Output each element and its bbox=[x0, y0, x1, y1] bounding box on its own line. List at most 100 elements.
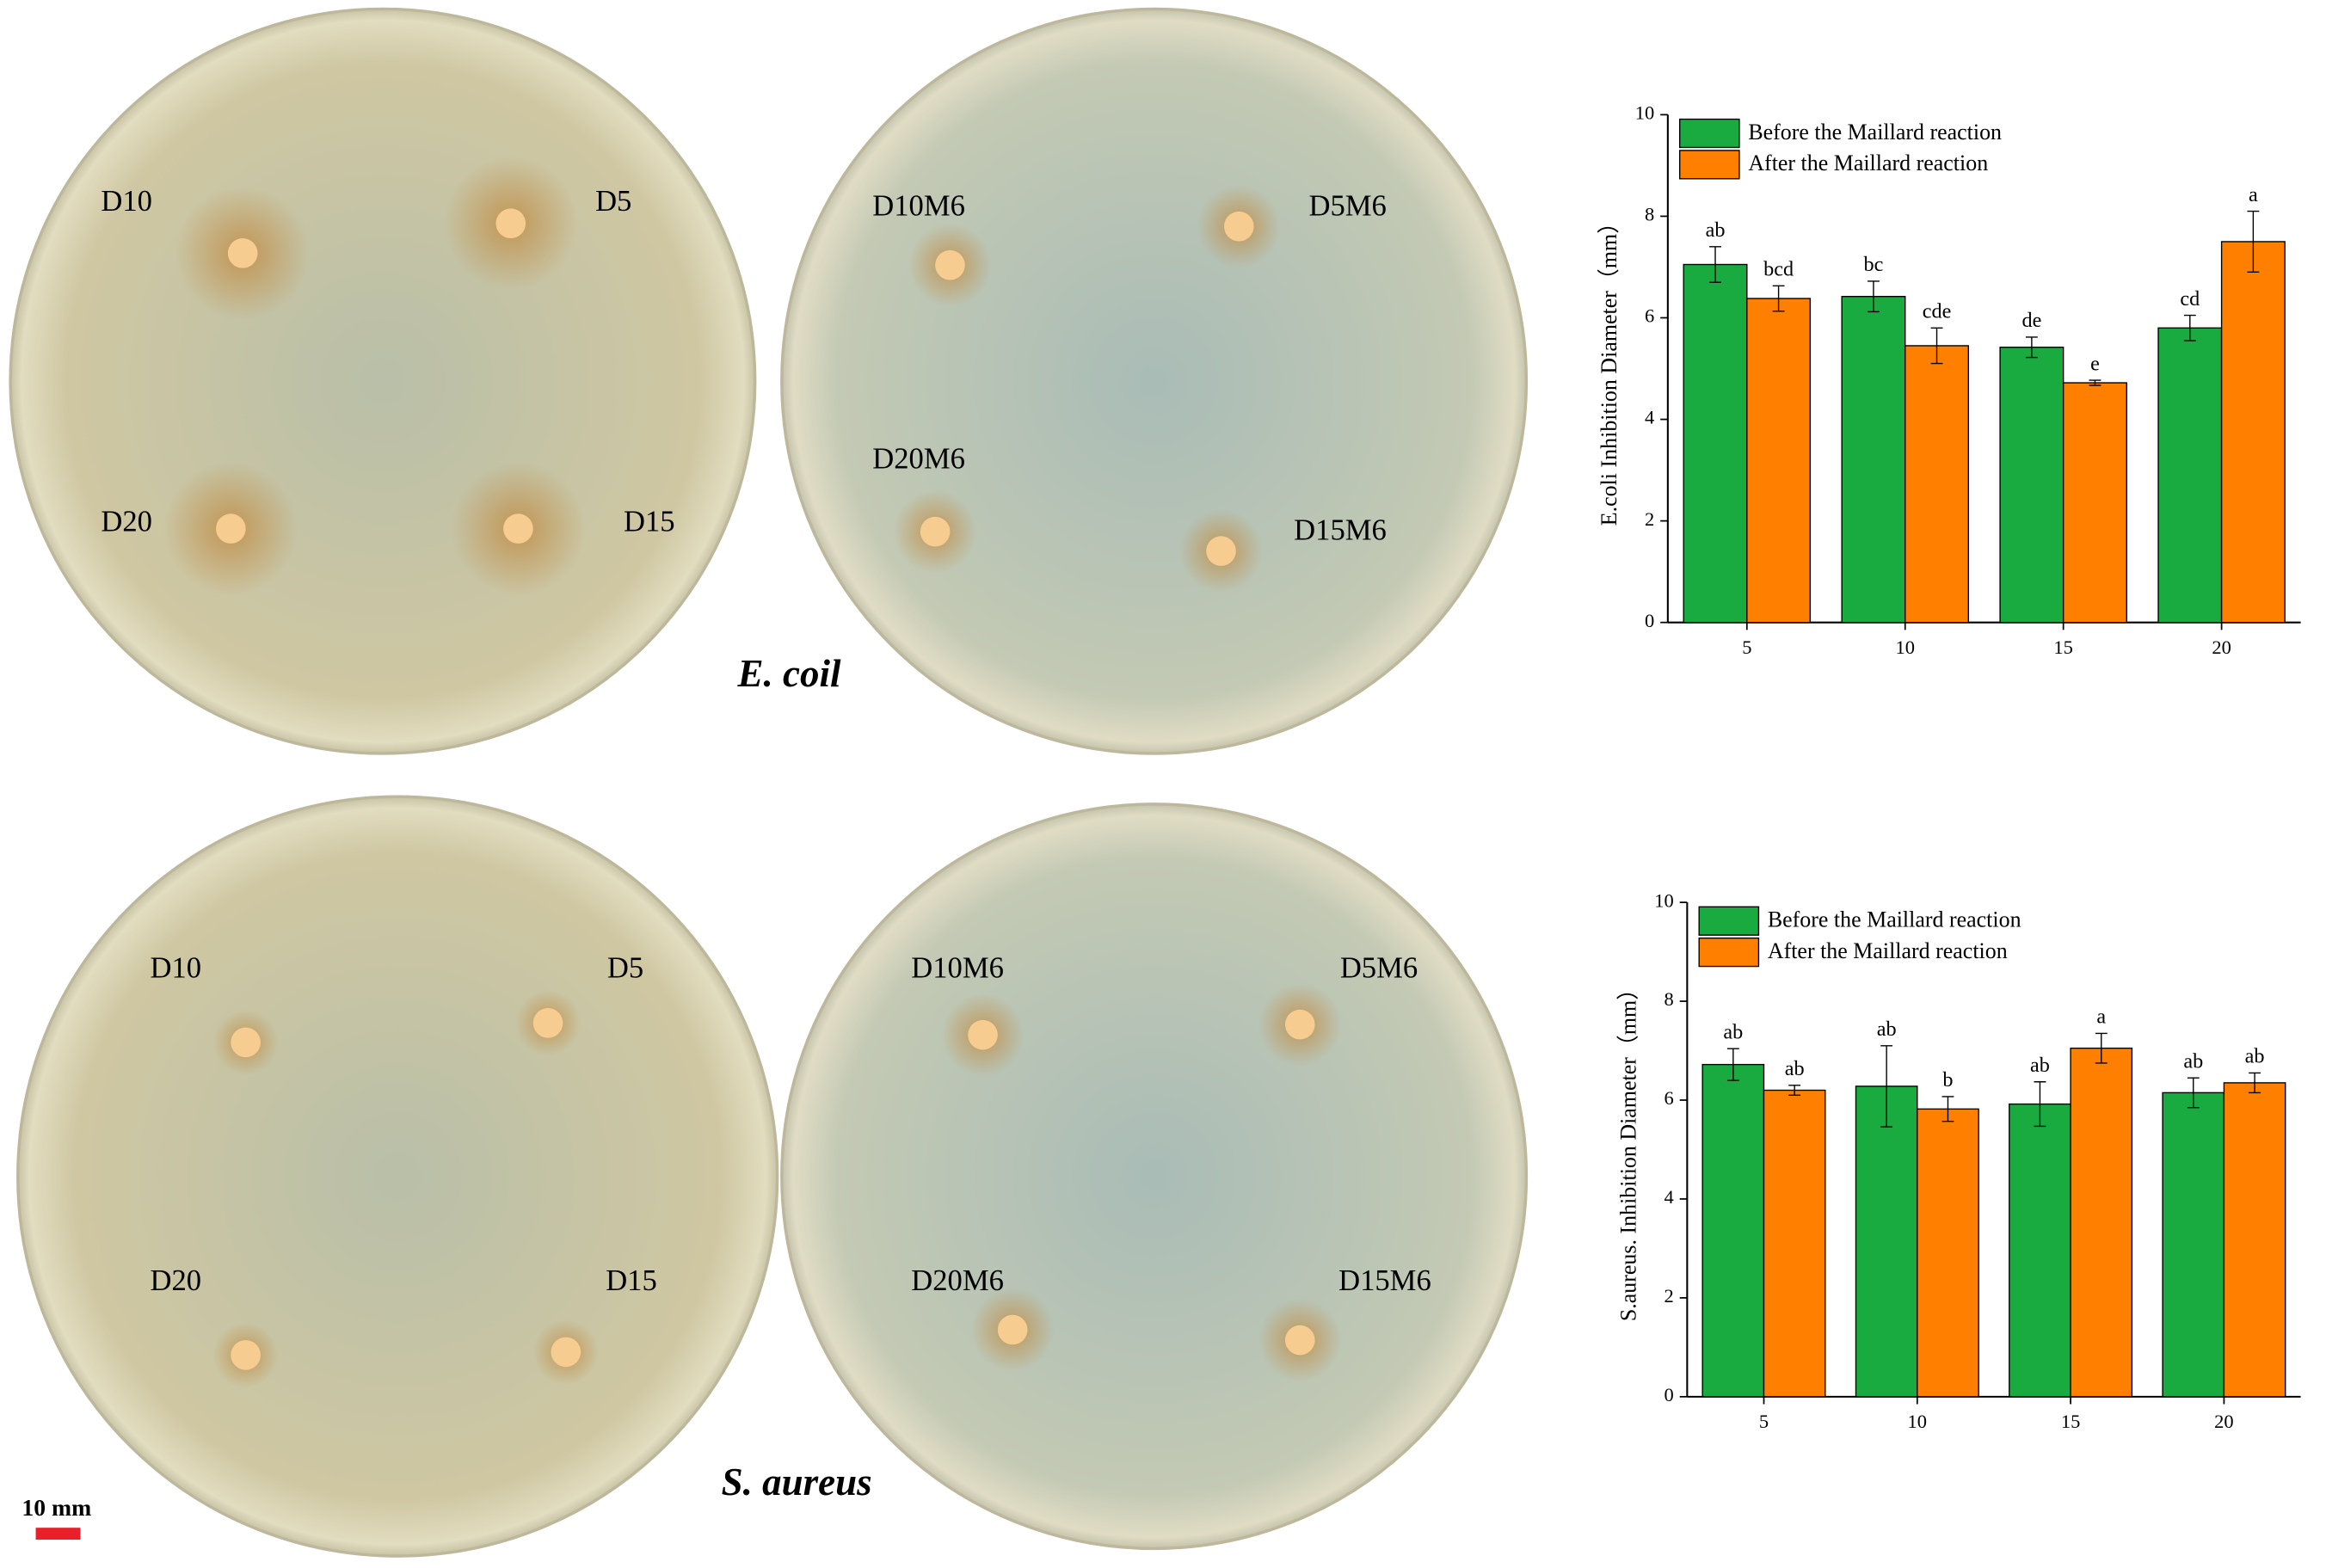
legend-label: Before the Maillard reaction bbox=[1748, 120, 2002, 145]
y-tick-label: 8 bbox=[1645, 204, 1654, 225]
significance-letter: ab bbox=[1877, 1018, 1897, 1041]
legend-label: After the Maillard reaction bbox=[1768, 938, 2008, 963]
paper-disc bbox=[997, 1314, 1028, 1345]
error-bar bbox=[1941, 1096, 1954, 1122]
bar bbox=[2162, 1091, 2225, 1398]
paper-disc bbox=[920, 516, 951, 547]
paper-disc bbox=[1284, 1325, 1315, 1356]
x-tick-label: 5 bbox=[1759, 1411, 1769, 1432]
y-tick-label: 4 bbox=[1665, 1186, 1674, 1208]
y-tick-label: 6 bbox=[1665, 1087, 1674, 1109]
bar bbox=[1855, 1085, 1918, 1398]
significance-letter: e bbox=[2090, 352, 2100, 375]
error-bar bbox=[1880, 1045, 1893, 1128]
plate-label: D15 bbox=[624, 505, 675, 538]
y-tick-label: 2 bbox=[1665, 1285, 1674, 1307]
bar bbox=[1917, 1108, 1979, 1398]
plate-label: D20 bbox=[150, 1264, 201, 1297]
plate-label: D10M6 bbox=[872, 189, 965, 222]
plate-label: D10 bbox=[150, 952, 201, 985]
significance-letter: a bbox=[2096, 1005, 2106, 1029]
plate-label: D20M6 bbox=[911, 1264, 1004, 1297]
legend-swatch bbox=[1679, 118, 1740, 149]
significance-letter: ab bbox=[1785, 1057, 1805, 1080]
significance-letter: ab bbox=[1706, 218, 1726, 242]
error-bar bbox=[1709, 246, 1721, 283]
x-tick-label: 20 bbox=[2214, 1411, 2234, 1432]
error-bar bbox=[2249, 1072, 2261, 1094]
error-bar bbox=[1868, 280, 1880, 313]
significance-letter: a bbox=[2249, 183, 2258, 206]
paper-disc bbox=[532, 1008, 563, 1038]
scale-bar bbox=[35, 1528, 81, 1540]
y-tick-label: 0 bbox=[1645, 610, 1654, 631]
x-tick-label: 20 bbox=[2212, 636, 2231, 658]
paper-disc bbox=[1223, 211, 1254, 242]
significance-letter: cd bbox=[2180, 287, 2200, 311]
caption: E. coil bbox=[736, 652, 840, 695]
plate-label: D5 bbox=[595, 185, 631, 218]
bar bbox=[2223, 1082, 2286, 1398]
significance-letter: b bbox=[1942, 1068, 1953, 1091]
x-tick-label: 15 bbox=[2053, 636, 2073, 658]
plate-label: D15 bbox=[606, 1264, 657, 1297]
x-tick-label: 5 bbox=[1742, 636, 1751, 658]
y-tick-label: 4 bbox=[1645, 407, 1654, 428]
significance-letter: ab bbox=[2183, 1049, 2203, 1073]
petri-dish bbox=[780, 7, 1529, 755]
paper-disc bbox=[1284, 1009, 1315, 1040]
y-tick-label: 10 bbox=[1635, 102, 1655, 124]
error-bar bbox=[2187, 1077, 2200, 1109]
plate-label: D15M6 bbox=[1294, 514, 1387, 547]
paper-disc bbox=[231, 1340, 261, 1370]
legend-label: After the Maillard reaction bbox=[1748, 151, 1988, 175]
petri-dish bbox=[9, 7, 757, 755]
y-axis-label: E.coli Inhibition Diameter（mm） bbox=[1597, 212, 1621, 526]
error-bar bbox=[1772, 285, 1785, 312]
significance-letter: ab bbox=[1723, 1020, 1743, 1043]
plate-label: D20 bbox=[101, 505, 152, 538]
y-axis-label: S.aureus. Inhibition Diameter（mm） bbox=[1616, 978, 1641, 1321]
paper-disc bbox=[935, 249, 965, 280]
significance-letter: cde bbox=[1923, 300, 1952, 323]
significance-letter: bc bbox=[1864, 253, 1884, 276]
paper-disc bbox=[216, 513, 246, 544]
plate-label: D5 bbox=[607, 952, 643, 985]
paper-disc bbox=[503, 513, 533, 544]
bar bbox=[1683, 263, 1748, 624]
bar bbox=[2009, 1103, 2071, 1398]
paper-disc bbox=[495, 208, 526, 239]
error-bar bbox=[2089, 379, 2101, 386]
y-tick-label: 6 bbox=[1645, 305, 1654, 327]
bar bbox=[1841, 296, 1906, 624]
plate-label: D20M6 bbox=[872, 443, 965, 476]
error-bar bbox=[1788, 1085, 1801, 1096]
error-bar bbox=[2095, 1032, 2108, 1064]
x-tick-label: 15 bbox=[2061, 1411, 2081, 1432]
error-bar bbox=[1930, 327, 1943, 365]
bar bbox=[2062, 382, 2127, 624]
error-bar bbox=[1726, 1048, 1739, 1081]
bar bbox=[1999, 347, 2064, 624]
bar bbox=[2220, 241, 2286, 624]
petri-dish bbox=[780, 802, 1529, 1551]
paper-disc bbox=[227, 238, 258, 268]
scale-bar-label: 10 mm bbox=[22, 1494, 91, 1521]
plate-label: D10M6 bbox=[911, 952, 1004, 985]
paper-disc bbox=[231, 1027, 261, 1058]
bar bbox=[2070, 1047, 2133, 1398]
y-tick-label: 0 bbox=[1665, 1384, 1674, 1405]
paper-disc bbox=[1206, 536, 1236, 566]
bar bbox=[1904, 345, 1970, 624]
paper-disc bbox=[551, 1337, 582, 1368]
legend-label: Before the Maillard reaction bbox=[1768, 907, 2021, 932]
paper-disc bbox=[968, 1019, 998, 1050]
significance-letter: ab bbox=[2030, 1054, 2050, 1077]
error-bar bbox=[2247, 210, 2260, 274]
bar bbox=[2157, 327, 2223, 624]
bar bbox=[1701, 1063, 1765, 1398]
plate-label: D5M6 bbox=[1308, 189, 1386, 222]
y-tick-label: 8 bbox=[1665, 988, 1674, 1010]
